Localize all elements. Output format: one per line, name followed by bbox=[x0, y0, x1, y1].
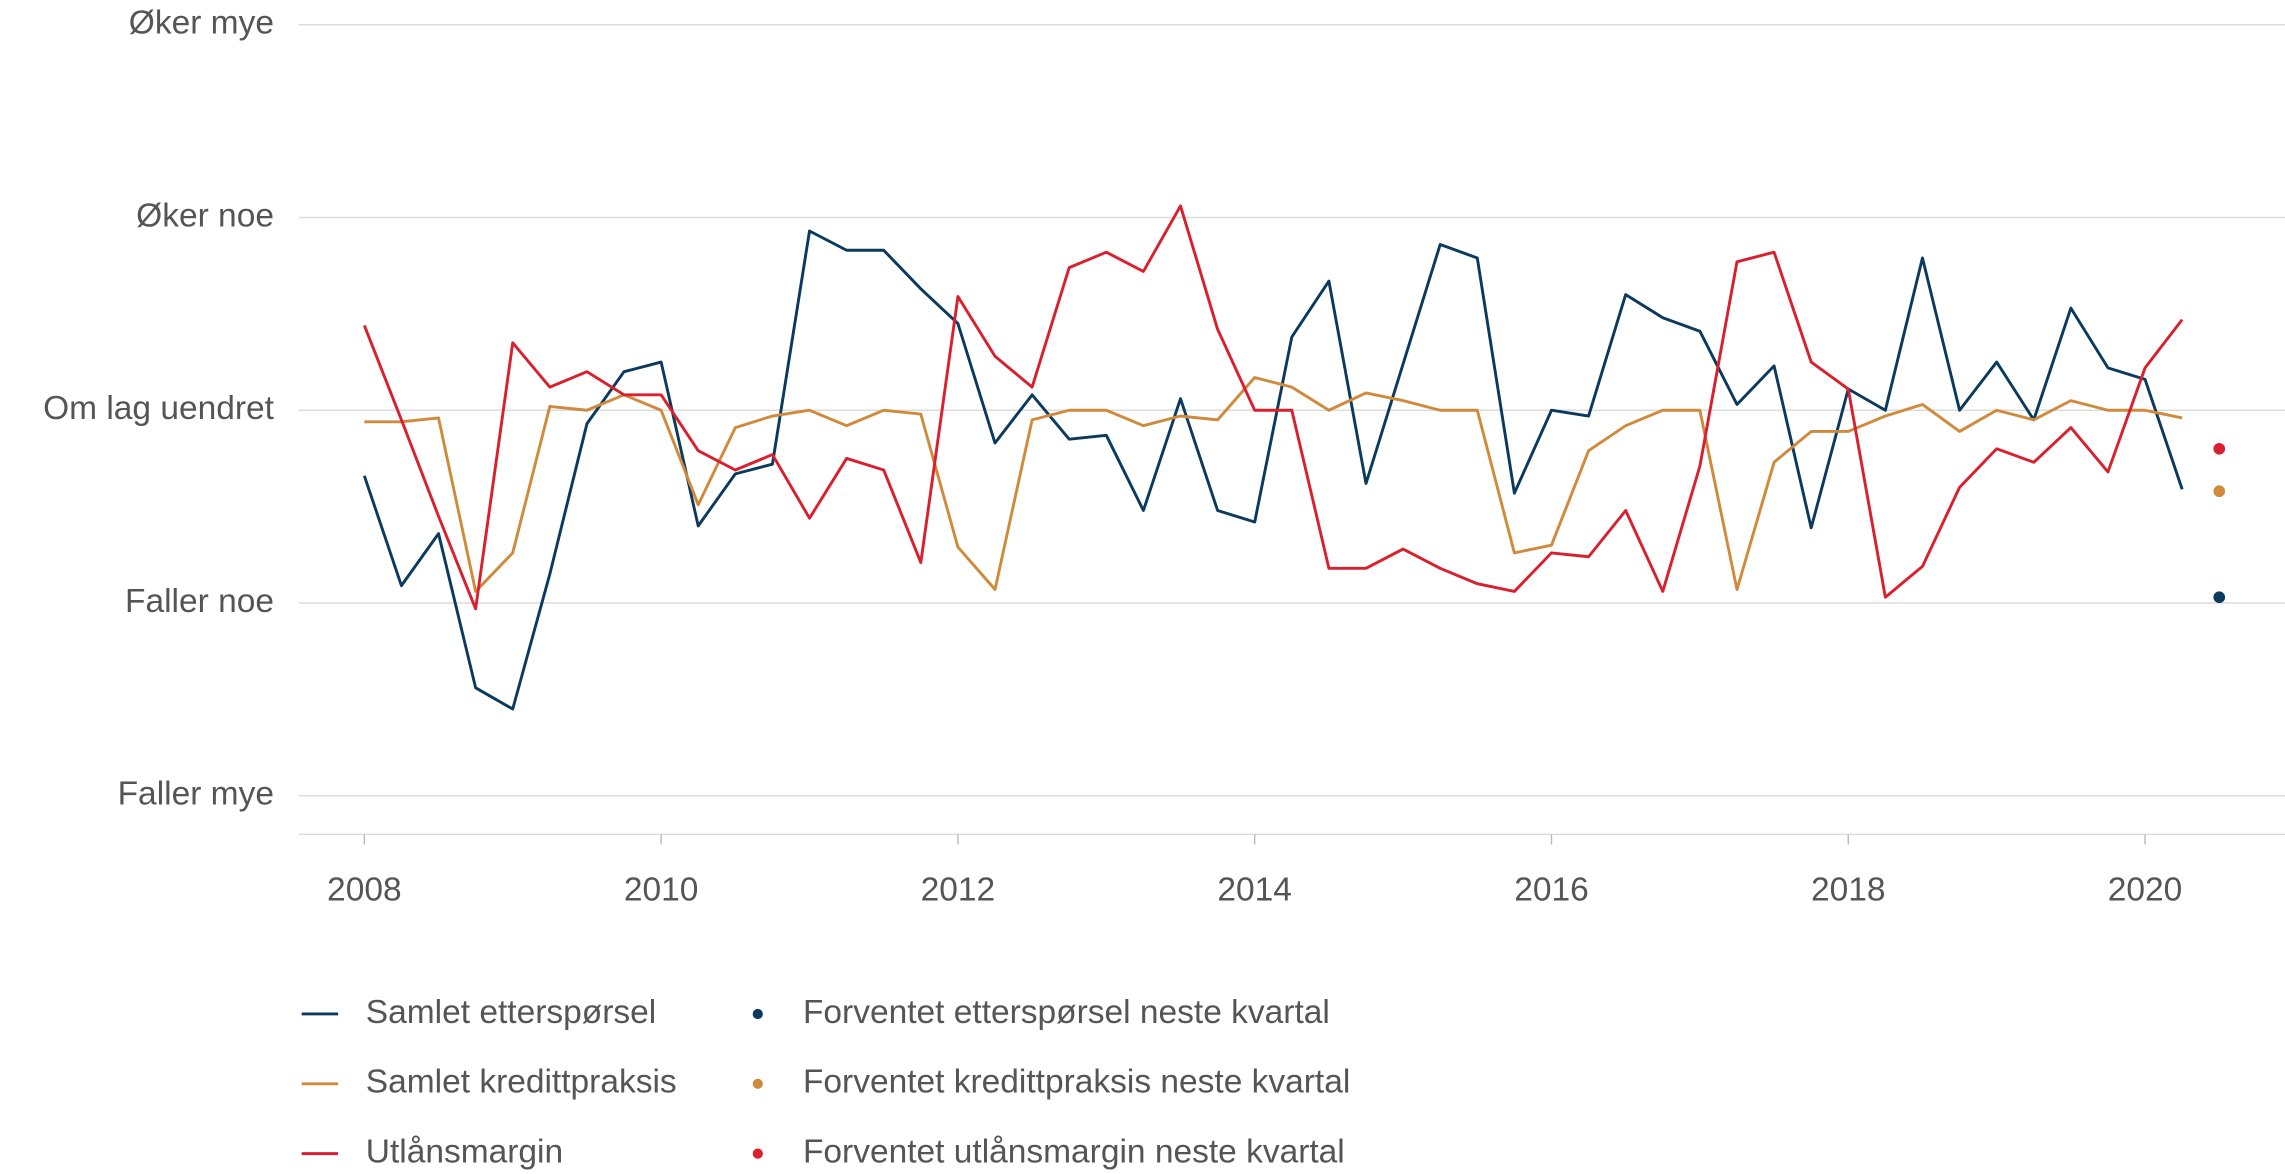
x-tick-label: 2010 bbox=[624, 872, 699, 909]
x-tick-label: 2018 bbox=[1811, 872, 1886, 909]
y-tick-label: Faller mye bbox=[118, 776, 274, 813]
series-line bbox=[364, 376, 2183, 593]
legend-label: Forventet utlånsmargin neste kvartal bbox=[803, 1133, 1345, 1170]
y-tick-label: Faller noe bbox=[125, 583, 274, 620]
legend-label: Samlet kredittpraksis bbox=[366, 1064, 677, 1101]
series-line bbox=[362, 204, 2184, 611]
forecast-dot bbox=[2213, 485, 2226, 498]
forecast-dot bbox=[2213, 591, 2226, 604]
legend-label: Utlånsmargin bbox=[366, 1133, 563, 1170]
legend-label: Samlet etterspørsel bbox=[366, 994, 656, 1031]
y-tick-label: Om lag uendret bbox=[43, 390, 275, 427]
forecast-dot bbox=[2213, 442, 2226, 455]
legend-dot bbox=[752, 1078, 763, 1089]
x-tick-label: 2016 bbox=[1514, 872, 1589, 909]
y-tick-label: Øker noe bbox=[136, 197, 274, 234]
x-tick-label: 2014 bbox=[1217, 872, 1292, 909]
x-tick-label: 2008 bbox=[327, 872, 402, 909]
y-tick-label: Øker mye bbox=[129, 5, 274, 42]
series-line bbox=[362, 229, 2184, 711]
legend-dot bbox=[752, 1148, 763, 1159]
legend-label: Forventet kredittpraksis neste kvartal bbox=[803, 1064, 1350, 1101]
legend-dot bbox=[752, 1008, 763, 1020]
x-tick-label: 2020 bbox=[2108, 872, 2183, 909]
x-tick-label: 2012 bbox=[921, 872, 996, 909]
legend-label: Forventet etterspørsel neste kvartal bbox=[803, 994, 1330, 1031]
